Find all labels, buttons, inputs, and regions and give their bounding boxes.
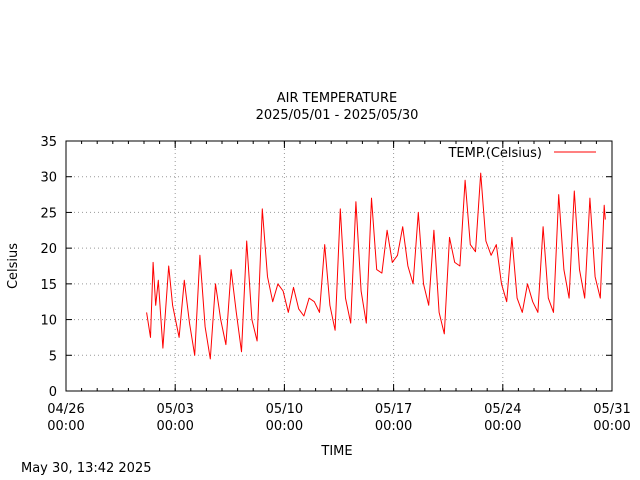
x-tick-label-date: 05/24 [484,402,521,417]
y-tick-label: 30 [40,171,57,186]
grid-lines [66,141,612,391]
plot-frame [65,140,613,392]
x-tick-label-date: 05/31 [593,402,630,417]
chart-subtitle: 2025/05/01 - 2025/05/30 [256,108,419,123]
y-tick-label: 0 [49,385,57,400]
y-tick-label: 20 [40,242,57,257]
x-axis-label: TIME [320,444,352,459]
x-tick-label-date: 05/03 [156,402,193,417]
y-tick-label: 25 [40,206,57,221]
legend: TEMP.(Celsius) [447,146,596,161]
x-tick-label-date: 05/17 [375,402,412,417]
x-tick-label-time: 00:00 [593,419,630,434]
chart-title: AIR TEMPERATURE [277,91,397,106]
x-tick-label-date: 04/26 [47,402,84,417]
x-axis-ticks: 04/26 00:00 05/03 00:00 05/10 00:00 05/17 00:00… [47,141,631,434]
y-tick-label: 35 [40,135,57,150]
x-tick-label-time: 00:00 [375,419,412,434]
x-tick-label-date: 05/10 [266,402,303,417]
y-tick-label: 5 [49,349,57,364]
generated-timestamp: May 30, 13:42 2025 [21,461,152,476]
legend-label: TEMP.(Celsius) [447,146,542,161]
y-tick-label: 10 [40,314,57,329]
series-line-temperature [146,172,606,360]
y-axis-ticks: 0 5 10 15 20 25 30 35 [40,135,612,400]
x-tick-label-time: 00:00 [156,419,193,434]
y-tick-label: 15 [40,278,57,293]
x-tick-label-time: 00:00 [266,419,303,434]
y-axis-label: Celsius [6,243,21,289]
x-tick-label-time: 00:00 [484,419,521,434]
x-tick-label-time: 00:00 [47,419,84,434]
